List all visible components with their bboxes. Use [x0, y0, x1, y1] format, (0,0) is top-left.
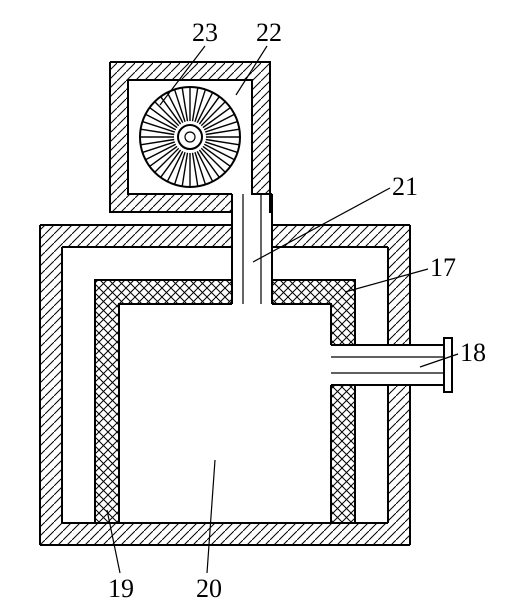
- label-22: 22: [256, 20, 282, 46]
- label-20: 20: [196, 576, 222, 602]
- label-21: 21: [392, 174, 418, 200]
- diagram-svg: [0, 0, 514, 611]
- label-17: 17: [430, 255, 456, 281]
- label-23: 23: [192, 20, 218, 46]
- label-19: 19: [108, 576, 134, 602]
- label-18: 18: [460, 340, 486, 366]
- diagram-stage: 23 22 21 17 18 19 20: [0, 0, 514, 611]
